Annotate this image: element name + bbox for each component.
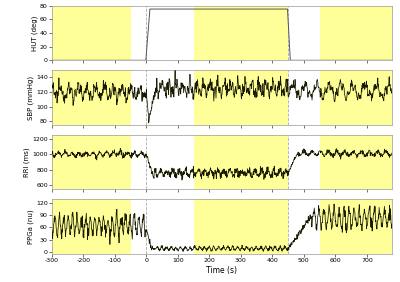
Bar <box>320 199 392 254</box>
Bar <box>194 135 288 189</box>
Bar <box>52 135 131 189</box>
Bar <box>320 135 392 189</box>
Bar <box>194 199 288 254</box>
Bar <box>194 6 288 60</box>
Bar <box>320 6 392 60</box>
Bar <box>52 199 131 254</box>
Y-axis label: RRI (ms): RRI (ms) <box>24 147 30 177</box>
Bar <box>194 70 288 125</box>
Y-axis label: SBP (mmHg): SBP (mmHg) <box>28 75 34 120</box>
X-axis label: Time (s): Time (s) <box>206 266 238 275</box>
Bar <box>52 6 131 60</box>
Y-axis label: PPGa (nu): PPGa (nu) <box>28 209 34 244</box>
Bar <box>52 70 131 125</box>
Bar <box>320 70 392 125</box>
Y-axis label: HUT (deg): HUT (deg) <box>31 15 38 51</box>
